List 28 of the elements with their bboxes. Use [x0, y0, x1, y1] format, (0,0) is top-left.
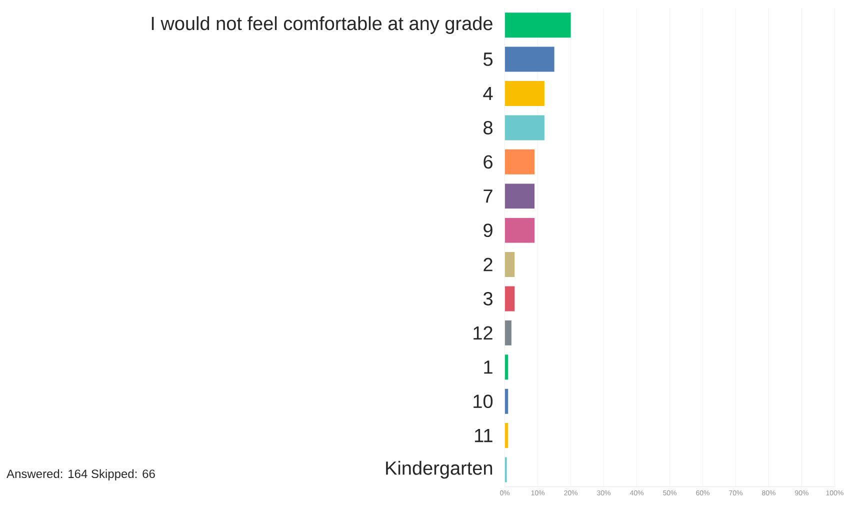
y-tick-label: 7: [484, 190, 492, 203]
bar: [504, 12, 571, 38]
y-tick-label: 10: [474, 394, 493, 408]
bar: [504, 115, 544, 140]
y-tick-label: 11: [475, 429, 492, 442]
y-tick-label: Kindergarten: [386, 460, 492, 479]
y-tick-label: 12: [474, 326, 492, 340]
y-tick-label: 6: [484, 155, 492, 169]
bar: [504, 286, 515, 312]
bar: [504, 46, 554, 72]
text: Answered: 164 Skipped: 66: [6, 469, 155, 481]
bar: [504, 218, 535, 243]
y-tick-label: 3: [483, 292, 492, 306]
y-tick-label: 5: [483, 52, 493, 66]
bar: [504, 184, 535, 209]
y-tick-label: 4: [483, 87, 493, 100]
y-tick-label: I would not feel comfortable at any grade: [152, 16, 492, 34]
y-tick-label: 1: [484, 360, 492, 374]
bar: [504, 423, 508, 448]
bar: [504, 81, 544, 106]
bar: [504, 388, 508, 414]
y-tick-label: 2: [484, 258, 492, 272]
y-tick-label: 8: [484, 121, 492, 135]
bar: [504, 320, 512, 346]
bar: [504, 149, 535, 174]
y-tick-label: 9: [484, 224, 492, 238]
bar: [504, 354, 508, 380]
bar: [504, 252, 515, 278]
